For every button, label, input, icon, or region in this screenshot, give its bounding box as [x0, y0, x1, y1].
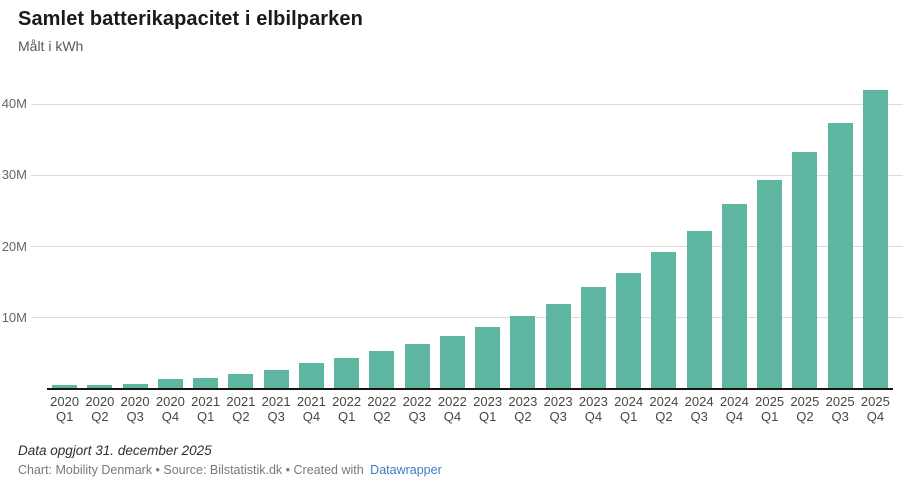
- x-tick-label: 2020 Q4: [155, 394, 185, 424]
- bar-2022-q3[interactable]: [404, 344, 430, 389]
- x-axis-labels: 2020 Q1 2020 Q2 2020 Q3 2020 Q4 2021 Q1 2021 Q2 2021…: [47, 394, 893, 424]
- y-tick-label: 40M: [1, 96, 27, 111]
- x-tick-label: 2021 Q4: [296, 394, 326, 424]
- x-tick-label: 2025 Q1: [755, 394, 785, 424]
- bar-2021-q4[interactable]: [298, 362, 324, 389]
- bar-2022-q1[interactable]: [334, 357, 360, 389]
- x-tick-label: 2022 Q3: [402, 394, 432, 424]
- footer-note: Data opgjort 31. december 2025: [18, 443, 212, 458]
- bar-2025-q2[interactable]: [792, 151, 818, 389]
- bar-2025-q4[interactable]: [862, 90, 888, 389]
- bar-2023-q1[interactable]: [475, 327, 501, 389]
- bar-2023-q4[interactable]: [580, 287, 606, 389]
- bar-2021-q1[interactable]: [193, 377, 219, 389]
- x-tick-label: 2023 Q2: [508, 394, 538, 424]
- x-tick-label: 2024 Q4: [719, 394, 749, 424]
- x-axis-line: [47, 388, 893, 390]
- chart-subtitle: Målt i kWh: [18, 38, 84, 54]
- bars-container: [47, 89, 893, 389]
- x-tick-label: 2022 Q4: [437, 394, 467, 424]
- bar-2020-q3[interactable]: [122, 384, 148, 389]
- gridline-20M: [31, 246, 903, 247]
- x-tick-label: 2025 Q3: [825, 394, 855, 424]
- x-tick-label: 2023 Q4: [578, 394, 608, 424]
- x-tick-label: 2023 Q1: [473, 394, 503, 424]
- x-tick-label: 2020 Q1: [50, 394, 80, 424]
- datawrapper-link[interactable]: Datawrapper: [370, 463, 442, 477]
- x-tick-label: 2021 Q2: [226, 394, 256, 424]
- bar-2023-q3[interactable]: [545, 304, 571, 389]
- x-tick-label: 2021 Q3: [261, 394, 291, 424]
- bar-2025-q3[interactable]: [827, 123, 853, 389]
- x-tick-label: 2024 Q3: [684, 394, 714, 424]
- bar-2020-q2[interactable]: [87, 385, 113, 389]
- x-tick-label: 2024 Q1: [614, 394, 644, 424]
- gridline-30M: [31, 174, 903, 176]
- bar-2024-q3[interactable]: [686, 230, 712, 389]
- y-tick-label: 20M: [1, 238, 27, 254]
- bar-2023-q2[interactable]: [510, 315, 536, 389]
- gridline-10M: [31, 317, 903, 319]
- footer-credit: Chart: Mobility Denmark • Source: Bilsta…: [18, 463, 442, 477]
- bar-2020-q4[interactable]: [157, 379, 183, 389]
- bar-2022-q4[interactable]: [439, 335, 465, 389]
- bar-2020-q1[interactable]: [52, 385, 78, 389]
- gridline-40M: [31, 103, 903, 105]
- bar-2024-q1[interactable]: [616, 272, 642, 389]
- y-tick-label: 30M: [1, 167, 27, 183]
- y-tick-label: 10M: [1, 309, 27, 325]
- x-tick-label: 2025 Q4: [860, 394, 890, 424]
- x-tick-label: 2023 Q3: [543, 394, 573, 424]
- x-tick-label: 2022 Q1: [332, 394, 362, 424]
- bar-2024-q4[interactable]: [721, 203, 747, 389]
- x-tick-label: 2024 Q2: [649, 394, 679, 424]
- bar-2021-q2[interactable]: [228, 374, 254, 389]
- bar-2024-q2[interactable]: [651, 252, 677, 389]
- credit-text: Chart: Mobility Denmark • Source: Bilsta…: [18, 463, 364, 477]
- bar-2025-q1[interactable]: [757, 180, 783, 389]
- x-tick-label: 2025 Q2: [790, 394, 820, 424]
- x-tick-label: 2022 Q2: [367, 394, 397, 424]
- x-tick-label: 2021 Q1: [191, 394, 221, 424]
- x-tick-label: 2020 Q3: [120, 394, 150, 424]
- bar-2022-q2[interactable]: [369, 351, 395, 389]
- chart-title: Samlet batterikapacitet i elbilparken: [18, 8, 363, 30]
- bar-2021-q3[interactable]: [263, 369, 289, 389]
- x-tick-label: 2020 Q2: [85, 394, 115, 424]
